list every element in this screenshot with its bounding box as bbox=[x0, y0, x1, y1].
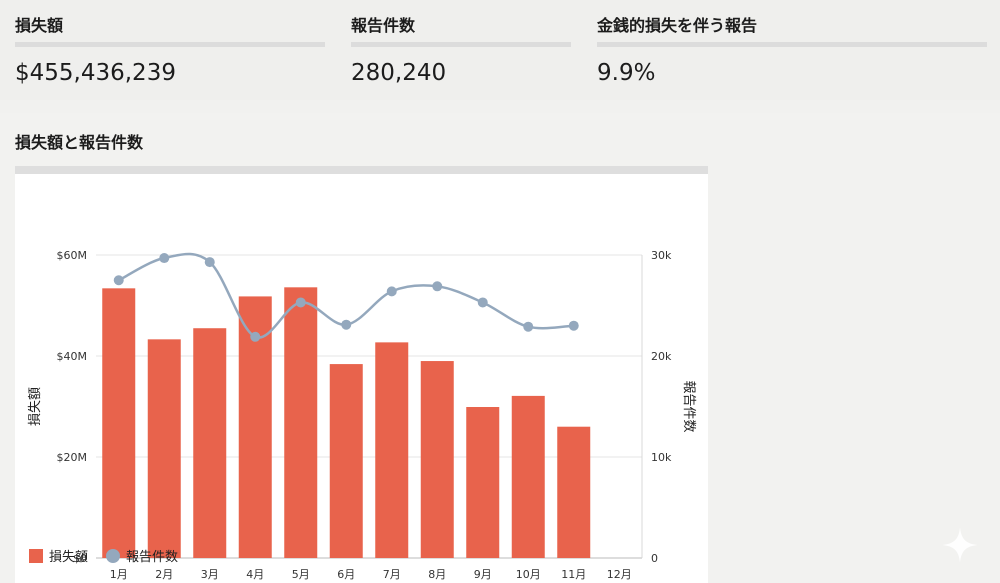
x-tick-label: 6月 bbox=[337, 568, 355, 581]
y-tick-label: $20M bbox=[57, 451, 88, 464]
chart-panel: 損失額と報告件数 $0 0 $20M 10k $40M 20k $60M 30k 損失額 報告件数… bbox=[0, 113, 1000, 583]
bar bbox=[511, 395, 545, 558]
legend-swatch-bar bbox=[29, 549, 43, 563]
bar bbox=[466, 407, 500, 558]
line-point bbox=[113, 275, 124, 286]
x-tick-label: 8月 bbox=[428, 568, 446, 581]
legend-swatch-line bbox=[106, 549, 120, 563]
kpi-divider bbox=[597, 42, 987, 47]
x-tick-label: 1月 bbox=[110, 568, 128, 581]
bar bbox=[193, 328, 227, 558]
line-point bbox=[432, 281, 443, 292]
panel-title: 損失額と報告件数 bbox=[15, 133, 144, 152]
line-point bbox=[250, 331, 261, 342]
kpi-value: $455,436,239 bbox=[15, 60, 176, 86]
line-point bbox=[477, 297, 488, 308]
bar bbox=[329, 364, 363, 558]
x-tick-label: 4月 bbox=[246, 568, 264, 581]
kpi-value: 9.9% bbox=[597, 60, 656, 86]
bar bbox=[102, 288, 136, 558]
kpi-divider bbox=[15, 42, 325, 47]
x-tick-label: 2月 bbox=[155, 568, 173, 581]
y2-axis-title: 報告件数 bbox=[681, 380, 696, 432]
bar bbox=[147, 339, 181, 558]
kpi-label: 報告件数 bbox=[351, 16, 416, 35]
y2-tick-label: 10k bbox=[651, 451, 672, 464]
kpi-value: 280,240 bbox=[351, 60, 447, 86]
line-point bbox=[523, 321, 534, 332]
bar bbox=[375, 342, 409, 558]
bar bbox=[284, 287, 318, 558]
x-tick-label: 9月 bbox=[474, 568, 492, 581]
y-axis-title: 損失額 bbox=[28, 387, 43, 426]
kpi-label: 損失額 bbox=[15, 16, 64, 35]
line-point bbox=[341, 319, 352, 330]
kpi-label: 金銭的損失を伴う報告 bbox=[597, 16, 758, 35]
y-tick-label: $0 bbox=[73, 552, 87, 565]
x-tick-label: 12月 bbox=[607, 568, 632, 581]
y2-tick-label: 0 bbox=[651, 552, 658, 565]
x-tick-label: 3月 bbox=[201, 568, 219, 581]
line-point bbox=[204, 257, 215, 268]
line-point bbox=[295, 297, 306, 308]
y2-tick-label: 30k bbox=[651, 249, 672, 262]
y2-tick-label: 20k bbox=[651, 350, 672, 363]
x-tick-label: 7月 bbox=[383, 568, 401, 581]
chart-card: $0 0 $20M 10k $40M 20k $60M 30k 損失額 報告件数 1月 2月 3月 4月 5… bbox=[15, 174, 708, 583]
y-tick-label: $40M bbox=[57, 350, 88, 363]
x-tick-label: 11月 bbox=[561, 568, 586, 581]
bar bbox=[557, 426, 591, 558]
sparkle-icon bbox=[942, 527, 978, 563]
legend-label: 報告件数 bbox=[126, 550, 178, 565]
x-tick-label: 10月 bbox=[516, 568, 541, 581]
line-point bbox=[386, 286, 397, 297]
x-tick-label: 5月 bbox=[292, 568, 310, 581]
line-point bbox=[568, 320, 579, 331]
y-tick-label: $60M bbox=[57, 249, 88, 262]
panel-divider bbox=[15, 166, 708, 174]
legend-label: 損失額 bbox=[49, 550, 88, 565]
kpi-divider bbox=[351, 42, 571, 47]
line-point bbox=[159, 253, 170, 264]
kpi-band: 損失額 $455,436,239 報告件数 280,240 金銭的損失を伴う報告… bbox=[0, 0, 1000, 100]
bar bbox=[420, 361, 454, 558]
